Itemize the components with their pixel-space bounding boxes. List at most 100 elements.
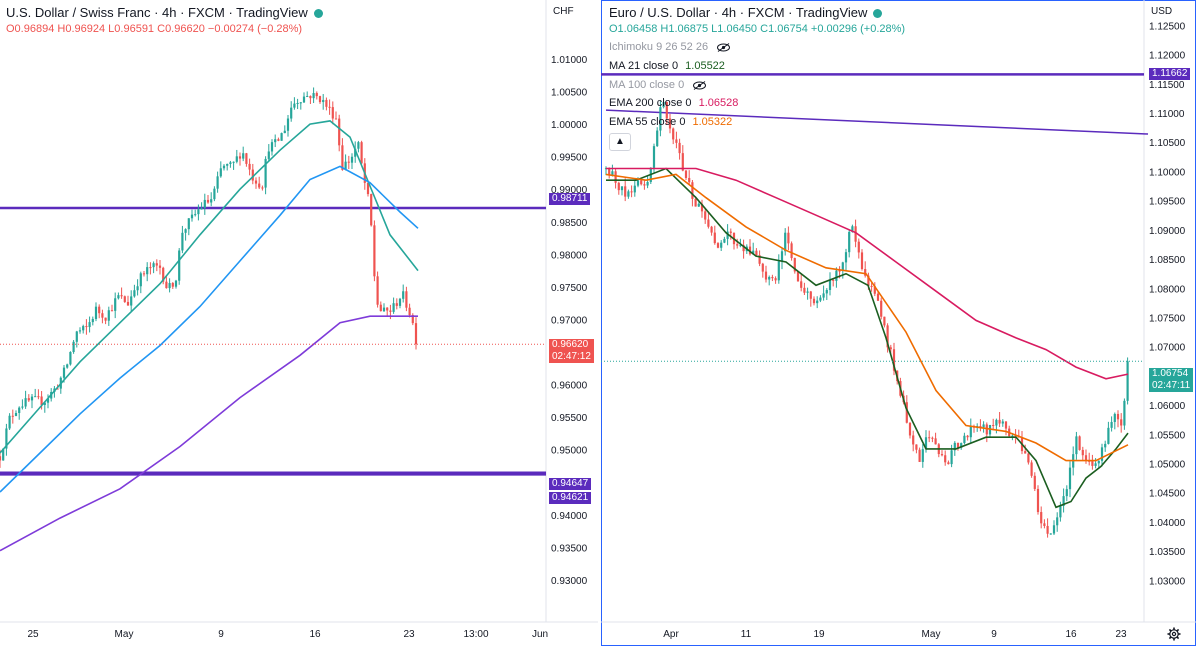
candle-body [774,278,777,281]
candle-body [274,139,277,143]
ma100-legend[interactable]: MA 100 close 0 [609,79,707,91]
moving-average-line[interactable] [0,315,418,552]
candle-body [1068,467,1072,490]
candle-body [672,128,675,140]
candle-body [908,422,912,436]
candle-body [755,250,758,256]
candle-body [226,163,229,166]
ohlc-change: −0.00274 (−0.28%) [207,23,303,35]
candle-body [1024,451,1027,454]
price-axis-tick: 1.12000 [1149,51,1186,62]
candle-body [309,96,312,99]
candle-body [190,214,194,219]
price-axis-tick: 0.96000 [551,381,588,392]
price-axis-tick: 0.95000 [551,446,588,457]
candle-body [120,295,123,297]
moving-average-line[interactable] [606,167,1129,509]
eurusd-panel[interactable]: 1.12500 1.12000 1.11500 1.11000 1.10500 1.100… [601,0,1196,654]
ichimoku-legend[interactable]: Ichimoku 9 26 52 26 [609,41,731,53]
candle-body [235,156,238,162]
candle-body [928,437,931,439]
candle-body [944,455,947,463]
hidden-eye-icon[interactable] [693,80,707,90]
candle-body [726,231,729,239]
candle-body [1078,436,1081,450]
ma21-legend[interactable]: MA 21 close 0 1.05522 [609,60,725,72]
usdchf-last-price: 0.96620 [552,339,589,350]
candle-body [299,102,302,104]
candle-body [155,263,158,266]
chevron-up-icon: ▲ [615,136,625,147]
candle-body [812,298,816,304]
candle-body [168,283,171,289]
candle-body [860,252,864,270]
candle-body [325,99,328,107]
candle-body [194,214,197,216]
candle-body [114,298,117,311]
candle-body [835,270,838,281]
candle-body [101,313,104,318]
candle-body [963,435,966,444]
candle-body [800,281,803,288]
moving-average-line[interactable] [605,173,1129,462]
candle-body [382,307,386,312]
candle-body [110,310,114,312]
candle-body [643,184,646,186]
candle-body [675,139,678,143]
price-axis-tick: 1.07500 [1149,313,1186,324]
candle-body [379,304,382,312]
candle-body [94,306,98,319]
candle-body [816,300,819,304]
moving-average-line[interactable] [0,165,419,493]
candle-body [992,424,995,426]
ohlc-high: H0.96924 [57,23,106,35]
candle-body [328,106,331,108]
time-axis-tick: 11 [741,629,752,640]
candle-body [822,293,825,298]
candle-body [662,102,665,108]
candle-body [1004,421,1008,429]
candle-body [1120,419,1123,426]
ema200-legend[interactable]: EMA 200 close 0 1.06528 [609,97,738,109]
candle-body [688,177,691,183]
eurusd-chart[interactable]: 1.12500 1.12000 1.11500 1.11000 1.10500 1.100… [601,0,1196,654]
candle-body [174,280,178,287]
candle-body [1126,361,1129,401]
candle-body [411,315,414,324]
time-axis-tick: 13:00 [463,629,488,640]
candle-body [341,145,344,170]
collapse-legend-button[interactable]: ▲ [609,133,631,151]
candle-body [1113,413,1116,422]
time-axis-tick: 19 [813,629,825,640]
moving-average-line[interactable] [0,120,419,454]
candle-body [376,276,379,305]
candle-body [883,316,886,326]
candle-body [1011,435,1014,437]
trend-line[interactable] [605,109,1149,135]
candle-body [892,349,896,371]
candle-body [72,341,75,352]
candle-body [245,153,248,164]
usdchf-panel[interactable]: 1.01000 1.00500 1.00000 0.99500 0.99000 0.985… [0,0,598,654]
settings-gear-icon[interactable] [1167,627,1181,641]
candle-body [636,180,640,186]
time-axis-tick: 9 [991,629,997,640]
hidden-eye-icon[interactable] [717,42,731,52]
ema55-legend[interactable]: EMA 55 close 0 1.05322 [609,116,732,128]
candle-body [322,99,325,103]
usdchf-chart[interactable]: 1.01000 1.00500 1.00000 0.99500 0.99000 0.985… [0,0,598,654]
candle-body [1062,496,1065,506]
candle-body [870,285,873,287]
candle-body [261,187,264,189]
usdchf-countdown: 02:47:12 [552,351,591,362]
usdchf-title-text: U.S. Dollar / Swiss Franc · 4h · FXCM · … [6,5,308,20]
candle-body [729,231,732,233]
candle-body [985,424,988,435]
candle-body [825,289,828,294]
candle-body [360,142,363,164]
eurusd-last-price-tag: 1.06754 02:47:11 [1149,368,1194,392]
candle-body [296,102,299,104]
candle-body [277,139,280,141]
candle-body [771,276,774,279]
candle-body [1052,525,1056,534]
